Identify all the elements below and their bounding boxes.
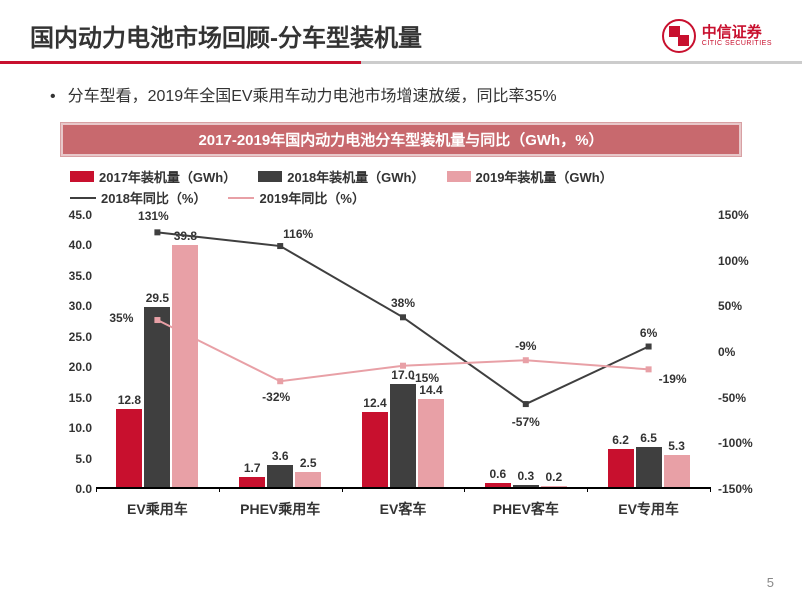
right-ytick: 100% <box>718 254 749 268</box>
line-2019-label: -15% <box>411 371 439 385</box>
legend-2018-label: 2018年装机量（GWh） <box>287 167 424 186</box>
legend-2017: 2017年装机量（GWh） <box>70 167 236 186</box>
right-ytick: -100% <box>718 436 753 450</box>
left-y-axis: 0.05.010.015.020.025.030.035.040.045.0 <box>56 215 96 489</box>
chart-banner: 2017-2019年国内动力电池分车型装机量与同比（GWh，%） <box>60 122 742 157</box>
left-ytick: 20.0 <box>69 360 92 374</box>
line-marker <box>400 363 406 369</box>
right-ytick: 150% <box>718 208 749 222</box>
right-y-axis: -150%-100%-50%0%50%100%150% <box>714 215 754 489</box>
line-2018-label: 6% <box>640 326 657 340</box>
category-label: EV专用车 <box>587 493 710 525</box>
category-label: EV客车 <box>342 493 465 525</box>
slide-header: 国内动力电池市场回顾-分车型装机量 中信证券 CITIC SECURITIES <box>0 0 802 61</box>
left-ytick: 25.0 <box>69 330 92 344</box>
left-ytick: 35.0 <box>69 269 92 283</box>
line-marker <box>523 357 529 363</box>
legend-line-2018-label: 2018年同比（%） <box>101 188 206 207</box>
line-marker <box>523 401 529 407</box>
citic-logo-text: 中信证券 CITIC SECURITIES <box>702 25 772 47</box>
line-2019-label: -19% <box>659 372 687 386</box>
right-ytick: -50% <box>718 391 746 405</box>
combo-chart: 0.05.010.015.020.025.030.035.040.045.0 1… <box>56 215 754 525</box>
legend-2019-label: 2019年装机量（GWh） <box>476 167 613 186</box>
line-2019-label: 35% <box>109 311 133 325</box>
page-number: 5 <box>767 575 774 590</box>
line-2018-label: 131% <box>138 209 169 223</box>
legend-2017-label: 2017年装机量（GWh） <box>99 167 236 186</box>
line-marker <box>154 317 160 323</box>
left-ytick: 5.0 <box>75 452 92 466</box>
left-ytick: 45.0 <box>69 208 92 222</box>
banner-wrap: 2017-2019年国内动力电池分车型装机量与同比（GWh，%） <box>0 116 802 163</box>
logo-en: CITIC SECURITIES <box>702 40 772 47</box>
line-2018-label: 116% <box>283 227 313 241</box>
chart-legend: 2017年装机量（GWh） 2018年装机量（GWh） 2019年装机量（GWh… <box>0 163 802 207</box>
legend-line-2019-label: 2019年同比（%） <box>259 188 364 207</box>
line-marker <box>277 243 283 249</box>
right-ytick: 0% <box>718 345 735 359</box>
line-marker <box>646 344 652 350</box>
line-marker <box>646 366 652 372</box>
x-axis-categories: EV乘用车PHEV乘用车EV客车PHEV客车EV专用车 <box>96 493 710 525</box>
line-marker <box>400 314 406 320</box>
left-ytick: 15.0 <box>69 391 92 405</box>
category-label: EV乘用车 <box>96 493 219 525</box>
bullet-point: 分车型看，2019年全国EV乘用车动力电池市场增速放缓，同比率35% <box>0 64 802 116</box>
right-ytick: -150% <box>718 482 753 496</box>
left-ytick: 40.0 <box>69 238 92 252</box>
left-ytick: 30.0 <box>69 299 92 313</box>
line-2018-label: -57% <box>512 415 540 429</box>
citic-logo: 中信证券 CITIC SECURITIES <box>662 19 772 53</box>
legend-line-2019: 2019年同比（%） <box>228 188 364 207</box>
slide-title: 国内动力电池市场回顾-分车型装机量 <box>30 18 422 53</box>
plot-area: 12.829.539.81.73.62.512.417.014.40.60.30… <box>96 215 710 489</box>
line-overlay <box>96 215 710 489</box>
category-label: PHEV乘用车 <box>219 493 342 525</box>
citic-logo-icon <box>662 19 696 53</box>
x-tick <box>710 487 711 492</box>
legend-2019: 2019年装机量（GWh） <box>447 167 613 186</box>
category-label: PHEV客车 <box>464 493 587 525</box>
right-ytick: 50% <box>718 299 742 313</box>
legend-line-2018: 2018年同比（%） <box>70 188 206 207</box>
line-marker <box>154 229 160 235</box>
line-2018-label: 38% <box>391 296 415 310</box>
left-ytick: 0.0 <box>75 482 92 496</box>
line-marker <box>277 378 283 384</box>
left-ytick: 10.0 <box>69 421 92 435</box>
line-2019-label: -9% <box>515 339 536 353</box>
line-2019-label: -32% <box>262 390 290 404</box>
line-2019 <box>157 320 648 381</box>
legend-2018: 2018年装机量（GWh） <box>258 167 424 186</box>
logo-cn: 中信证券 <box>702 25 772 40</box>
